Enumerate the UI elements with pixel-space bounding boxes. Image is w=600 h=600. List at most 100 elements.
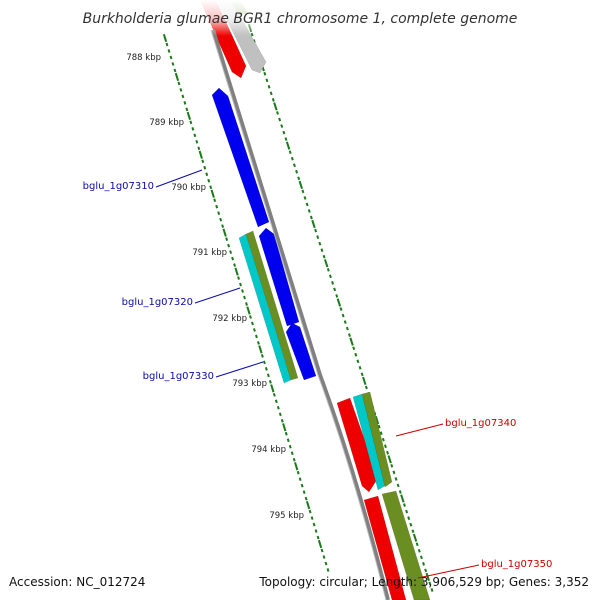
tick-dash-right xyxy=(309,215,313,220)
tick-dash-left xyxy=(276,405,280,410)
tick-dash-right xyxy=(343,320,347,324)
tick-dash-right xyxy=(356,359,360,364)
tick-dash-right xyxy=(354,352,358,357)
feature-block xyxy=(211,87,270,228)
tick-dash-left xyxy=(314,529,318,533)
tick-dash-left xyxy=(195,139,199,144)
tick-dash-left xyxy=(219,217,223,222)
tick-dash-right xyxy=(336,298,342,307)
tick-dash-right xyxy=(341,313,345,318)
tick-dash-right xyxy=(326,267,330,272)
tick-dash-left xyxy=(264,367,268,371)
tick-dash-right xyxy=(364,385,368,390)
tick-dash-right xyxy=(349,337,354,346)
gene-leader-line xyxy=(155,169,203,188)
tick-dash-left xyxy=(229,250,233,254)
tick-dash-left xyxy=(305,501,311,510)
gene-label[interactable]: bglu_1g07340 xyxy=(445,418,516,429)
tick-dash-right xyxy=(318,241,322,246)
feature-block xyxy=(336,397,379,493)
tick-dash-left xyxy=(167,49,171,53)
tick-dash-left xyxy=(249,315,252,319)
tick-dash-right xyxy=(377,424,381,429)
tick-dash-right xyxy=(290,156,294,161)
tick-dash-left xyxy=(165,42,169,47)
tick-dash-left xyxy=(258,345,263,354)
tick-dash-right xyxy=(403,503,406,507)
tick-dash-right xyxy=(386,450,390,455)
tick-dash-right xyxy=(387,455,392,464)
tick-dash-right xyxy=(284,137,288,141)
tick-dash-left xyxy=(221,224,225,228)
tick-dash-left xyxy=(280,418,284,423)
tick-dash-left xyxy=(231,256,235,261)
tick-dash-left xyxy=(316,535,320,540)
tick-dash-left xyxy=(278,412,282,417)
tick-dash-left xyxy=(239,282,242,287)
gene-label[interactable]: bglu_1g07310 xyxy=(83,181,154,192)
tick-dash-right xyxy=(424,568,428,573)
tick-dash-right xyxy=(331,281,334,285)
tick-dash-right xyxy=(305,202,309,207)
tick-label: 791 kbp xyxy=(192,248,227,258)
tick-dash-right xyxy=(390,464,394,468)
gene-label[interactable]: bglu_1g07350 xyxy=(481,559,552,570)
feature-block xyxy=(285,322,317,381)
tick-dash-left xyxy=(290,451,294,456)
tick-dash-left xyxy=(274,399,278,404)
tick-dash-left xyxy=(310,516,314,520)
tick-dash-right xyxy=(297,176,301,181)
tick-dash-right xyxy=(311,219,316,229)
tick-dash-left xyxy=(173,68,177,73)
gene-label[interactable]: bglu_1g07330 xyxy=(143,371,214,382)
tick-dash-left xyxy=(266,373,270,378)
gene-leader-line xyxy=(215,361,264,378)
tick-dash-left xyxy=(222,228,227,237)
tick-dash-left xyxy=(174,72,180,82)
tick-dash-left xyxy=(302,490,306,494)
tick-dash-left xyxy=(294,462,299,471)
tick-dash-left xyxy=(197,146,201,151)
title-fade xyxy=(0,0,600,36)
tick-dash-left xyxy=(209,185,213,190)
tick-marks xyxy=(162,23,434,592)
map-title: Burkholderia glumae BGR1 chromosome 1, c… xyxy=(83,11,518,27)
tick-dash-left xyxy=(282,423,287,432)
tick-dash-right xyxy=(394,477,398,481)
tick-dash-left xyxy=(207,178,211,183)
tick-dash-left xyxy=(193,133,197,138)
tick-dash-right xyxy=(324,259,329,268)
backbone-line xyxy=(211,29,390,600)
tick-dash-left xyxy=(171,62,175,66)
tick-dash-left xyxy=(213,198,217,203)
feature-block xyxy=(245,230,299,381)
tick-dash-left xyxy=(185,107,189,112)
tick-dash-left xyxy=(286,438,290,443)
tick-dash-left xyxy=(324,561,328,566)
tick-label: 793 kbp xyxy=(232,379,267,389)
tick-dash-left xyxy=(304,496,308,501)
feature-block xyxy=(258,227,300,327)
tick-dash-left xyxy=(241,289,244,293)
tick-dash-left xyxy=(260,354,264,358)
tick-dash-left xyxy=(326,568,330,572)
tick-dash-right xyxy=(379,431,383,435)
tick-dash-right xyxy=(271,98,275,102)
tick-dash-left xyxy=(234,267,239,276)
features xyxy=(199,0,431,600)
tick-dash-left xyxy=(169,55,173,60)
tick-dash-left xyxy=(243,295,246,300)
tick-dash-right xyxy=(276,111,279,115)
tick-dash-left xyxy=(272,393,276,397)
tick-dash-left xyxy=(237,276,240,280)
tick-dash-right xyxy=(419,555,423,560)
tick-dash-left xyxy=(217,211,221,215)
tick-dash-right xyxy=(292,163,296,168)
tick-dash-left xyxy=(288,444,292,449)
feature-block xyxy=(363,495,407,600)
tick-dash-left xyxy=(245,302,248,306)
tick-dash-right xyxy=(328,274,332,279)
gene-label[interactable]: bglu_1g07320 xyxy=(122,297,193,308)
tick-dash-right xyxy=(316,235,320,239)
feature-block xyxy=(361,391,393,488)
